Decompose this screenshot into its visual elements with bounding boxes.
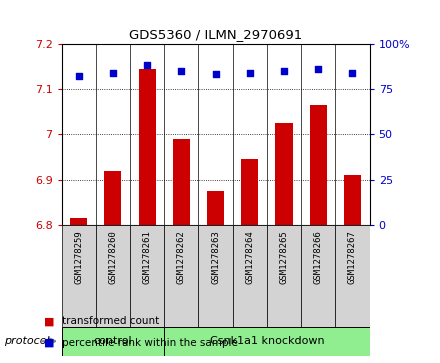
Text: protocol: protocol [4, 336, 50, 346]
Title: GDS5360 / ILMN_2970691: GDS5360 / ILMN_2970691 [129, 28, 302, 41]
Bar [275, 123, 293, 225]
Text: GSM1278263: GSM1278263 [211, 230, 220, 284]
Point [315, 66, 322, 72]
Text: transformed count: transformed count [62, 316, 159, 326]
Bar [301, 225, 335, 327]
Bar [233, 225, 267, 327]
Bar [164, 327, 370, 356]
Bar [335, 225, 370, 327]
Bar [267, 225, 301, 327]
Point [110, 70, 117, 76]
Text: GSM1278260: GSM1278260 [108, 230, 117, 284]
Bar [344, 175, 361, 225]
Point [75, 73, 82, 79]
Text: GSM1278262: GSM1278262 [177, 230, 186, 284]
Bar [173, 139, 190, 225]
Point [178, 68, 185, 74]
Point [143, 62, 150, 68]
Bar [164, 225, 198, 327]
Bar [130, 225, 164, 327]
Point [212, 72, 219, 77]
Text: GSM1278265: GSM1278265 [279, 230, 289, 284]
Bar [139, 69, 156, 225]
Bar [62, 225, 96, 327]
Point [281, 68, 288, 74]
Text: GSM1278259: GSM1278259 [74, 230, 83, 284]
Text: Csnk1a1 knockdown: Csnk1a1 knockdown [209, 336, 324, 346]
Text: GSM1278264: GSM1278264 [246, 230, 254, 284]
Bar [96, 225, 130, 327]
Bar [198, 225, 233, 327]
Point [246, 70, 253, 76]
Text: ■: ■ [44, 338, 55, 348]
Bar [310, 105, 327, 225]
Bar [241, 159, 258, 225]
Text: GSM1278261: GSM1278261 [143, 230, 152, 284]
Text: ■: ■ [44, 316, 55, 326]
Text: control: control [94, 336, 132, 346]
Point [349, 70, 356, 76]
Bar [62, 327, 164, 356]
Bar [104, 171, 121, 225]
Bar [207, 191, 224, 225]
Bar [70, 218, 87, 225]
Text: GSM1278266: GSM1278266 [314, 230, 323, 284]
Text: GSM1278267: GSM1278267 [348, 230, 357, 284]
Text: percentile rank within the sample: percentile rank within the sample [62, 338, 238, 348]
